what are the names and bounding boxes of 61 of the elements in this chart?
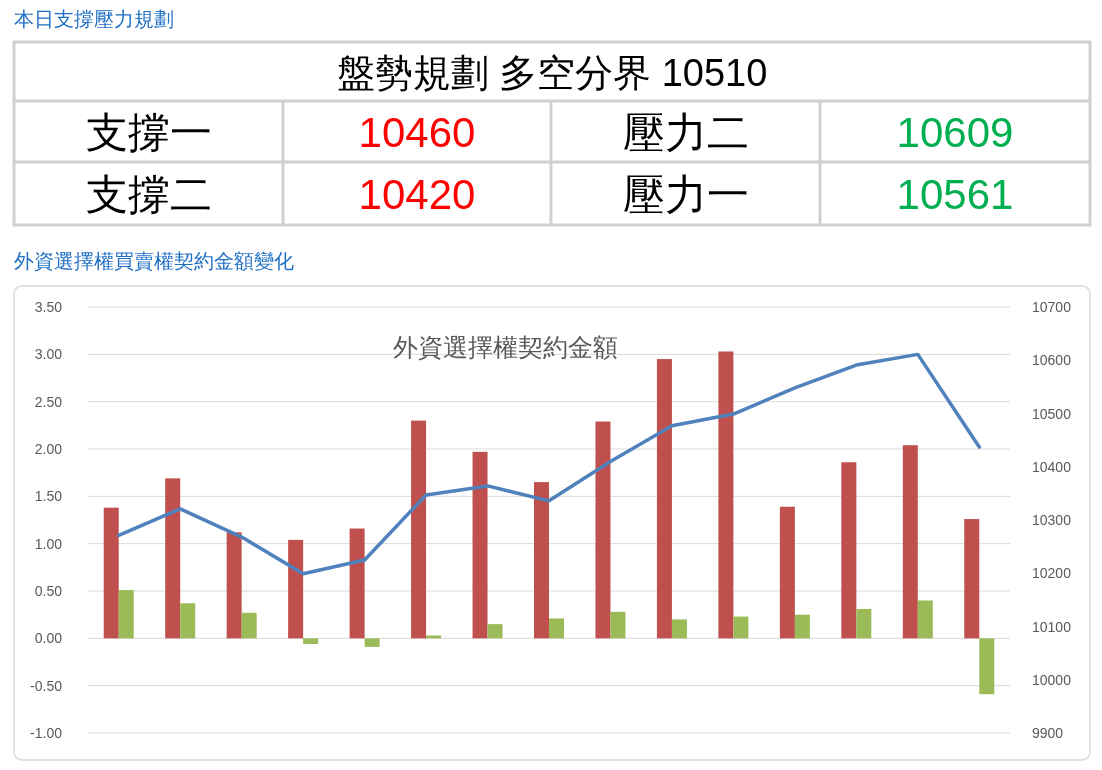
bar	[841, 462, 857, 639]
bar	[411, 420, 427, 639]
bar	[656, 359, 672, 639]
bar	[472, 451, 488, 639]
text: 10420	[358, 170, 476, 218]
y-tick-label: 3.50	[34, 299, 63, 315]
y-tick-label: 1.00	[34, 535, 63, 552]
bar	[549, 618, 564, 639]
text: 10460	[358, 108, 476, 156]
bar	[979, 638, 995, 695]
bar	[964, 519, 980, 639]
text: 支撐一	[85, 108, 212, 156]
text: 10609	[896, 108, 1014, 156]
bar	[165, 478, 181, 639]
y-tick-label: -0.50	[30, 677, 63, 694]
y-tick-label: 0.00	[34, 630, 63, 647]
bar	[180, 603, 196, 639]
bar	[426, 635, 442, 639]
bar	[118, 590, 134, 639]
y2-tick-label: 10100	[1032, 618, 1072, 635]
y-tick-label: 1.50	[34, 488, 63, 505]
bar	[349, 528, 365, 639]
y2-tick-label: 10000	[1032, 671, 1072, 688]
bar	[856, 608, 872, 639]
y2-tick-label: 10300	[1032, 512, 1072, 528]
bar	[671, 619, 687, 639]
bar	[303, 638, 319, 645]
text: 支撐二	[85, 170, 212, 218]
y-tick-label: 3.00	[34, 346, 63, 363]
y2-tick-label: 10400	[1032, 458, 1072, 475]
bar	[487, 624, 503, 639]
bar	[794, 614, 810, 639]
bar	[733, 616, 749, 639]
y2-tick-label: 10500	[1032, 405, 1072, 422]
text: 外資選擇權契約金額	[392, 333, 618, 361]
y2-tick-label: 9900	[1032, 725, 1064, 741]
y-tick-label: 2.50	[34, 393, 63, 410]
text: 盤勢規劃 多空分界 10510	[336, 51, 768, 94]
text: 10561	[896, 170, 1014, 218]
y-tick-label: 2.00	[34, 441, 63, 457]
bar	[241, 612, 257, 639]
bar	[226, 532, 242, 639]
text: 壓力二	[622, 108, 749, 156]
y2-tick-label: 10700	[1032, 299, 1072, 315]
bar	[718, 351, 734, 639]
text: 壓力一	[622, 170, 749, 218]
bar	[288, 539, 304, 639]
y-tick-label: 0.50	[34, 583, 63, 599]
bar	[902, 445, 918, 639]
bar	[610, 611, 626, 639]
text: 本日支撐壓力規劃	[14, 8, 174, 30]
bar	[595, 421, 611, 639]
bar	[779, 506, 795, 639]
bar	[364, 638, 380, 647]
y2-tick-label: 10600	[1032, 352, 1072, 369]
y2-tick-label: 10200	[1032, 565, 1072, 582]
y-tick-label: -1.00	[30, 725, 63, 741]
bar	[103, 507, 119, 639]
bar	[917, 600, 933, 639]
chart-title: 外資選擇權買賣權契約金額變化	[14, 250, 294, 272]
bar	[534, 482, 549, 639]
